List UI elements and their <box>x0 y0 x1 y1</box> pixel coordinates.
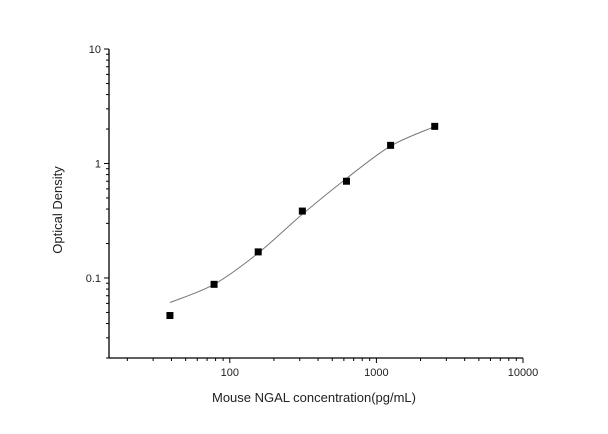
data-point <box>387 141 395 149</box>
y-axis-label: Optical Density <box>50 166 65 254</box>
axes: 100 1000 10000 0.1 1 10 <box>86 44 539 379</box>
data-point <box>210 280 218 288</box>
data-point <box>431 122 439 130</box>
data-point <box>342 177 350 185</box>
data-point <box>298 207 306 215</box>
y-tick-label: 0.1 <box>86 273 101 285</box>
y-tick-label: 1 <box>95 158 101 170</box>
data-points <box>166 122 439 320</box>
data-point <box>254 248 262 256</box>
y-tick-label: 10 <box>89 44 101 56</box>
x-tick-label: 1000 <box>364 367 388 379</box>
x-tick-label: 10000 <box>508 367 539 379</box>
x-axis-label: Mouse NGAL concentration(pg/mL) <box>212 390 416 405</box>
data-point <box>166 312 174 320</box>
x-tick-label: 100 <box>221 367 239 379</box>
